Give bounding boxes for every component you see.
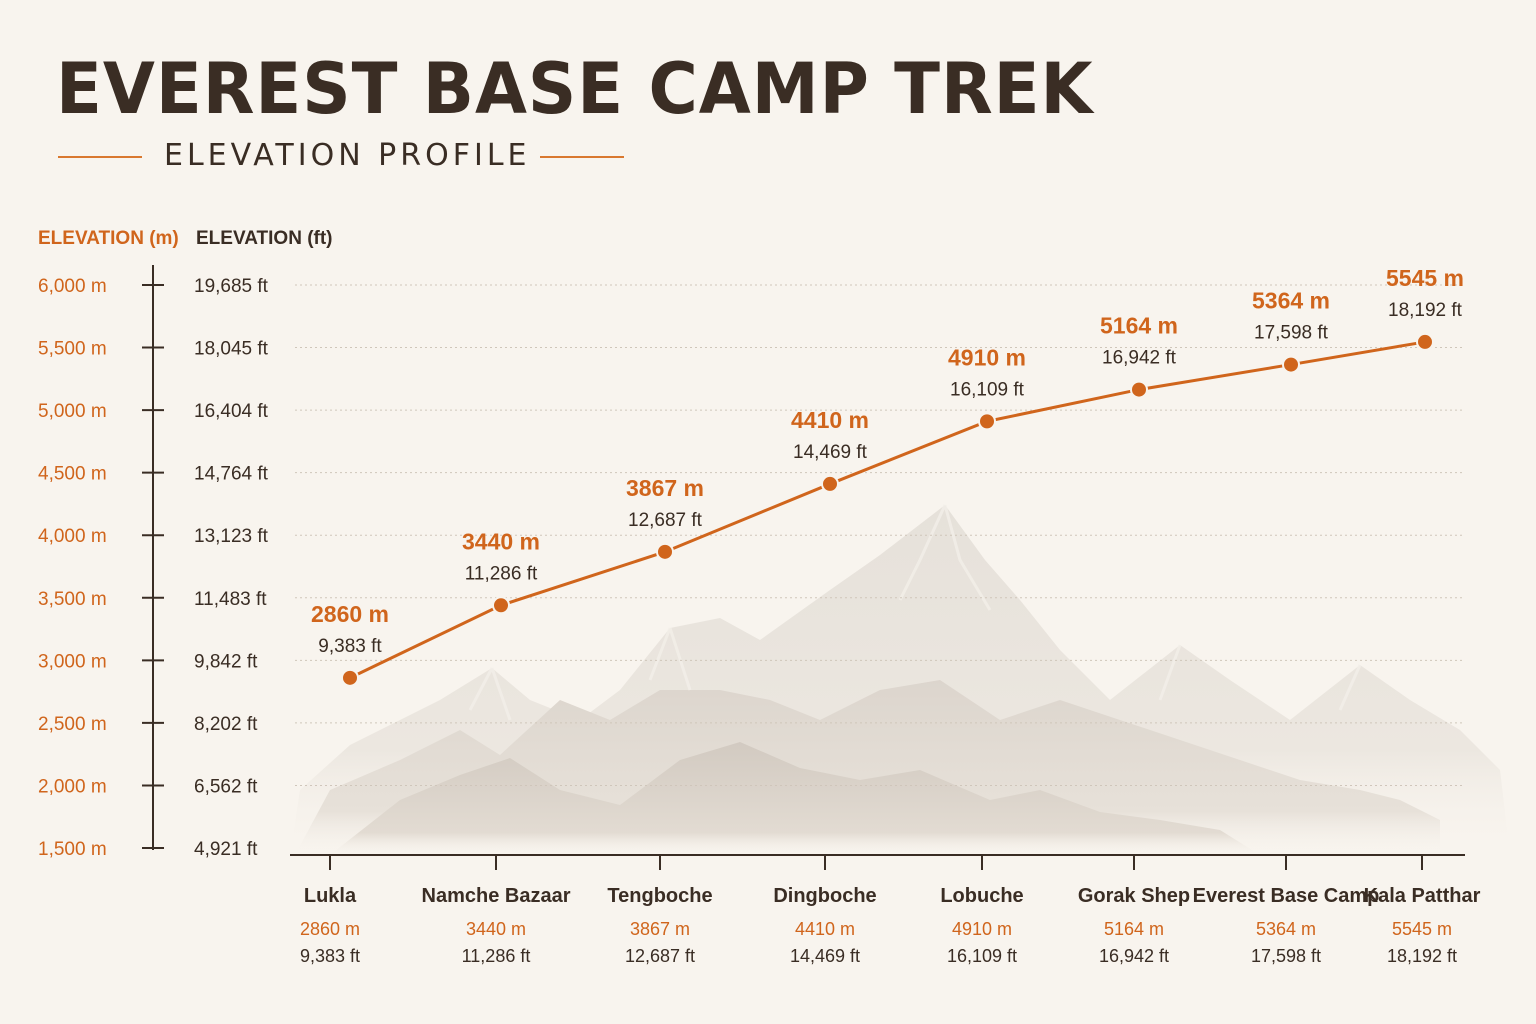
chart-title: EVEREST BASE CAMP TREK <box>56 48 1094 130</box>
category-elev-m: 5545 m <box>1392 919 1452 939</box>
y-axis-ticks <box>142 284 164 849</box>
point-label-m: 4410 m <box>791 407 869 433</box>
elevation-line <box>349 340 1426 680</box>
category-elev-m: 5364 m <box>1256 919 1316 939</box>
point-label-m: 5364 m <box>1252 288 1330 314</box>
category-elev-ft: 12,687 ft <box>625 946 695 966</box>
y-axis-title-m: ELEVATION (m) <box>38 228 179 249</box>
y-tick-label-ft: 8,202 ft <box>194 714 258 735</box>
subtitle-rule-left <box>58 156 142 158</box>
x-axis-ticks <box>329 855 1423 870</box>
y-tick-label-m: 6,000 m <box>38 276 107 297</box>
category-elev-m: 2860 m <box>300 919 360 939</box>
category-elev-ft: 11,286 ft <box>462 946 531 966</box>
point-label-ft: 18,192 ft <box>1388 300 1463 321</box>
category-label: Dingboche <box>773 885 876 907</box>
category-label: Gorak Shep <box>1078 885 1190 907</box>
point-label-ft: 9,383 ft <box>318 636 382 657</box>
y-tick-label-m: 3,000 m <box>38 651 107 672</box>
category-label: Lobuche <box>940 885 1023 907</box>
point-label-ft: 12,687 ft <box>628 510 703 531</box>
data-point <box>1282 355 1300 374</box>
y-tick-label-m: 2,500 m <box>38 714 107 735</box>
category-elev-ft: 14,469 ft <box>790 946 860 966</box>
data-points <box>341 332 1434 687</box>
y-tick-label-m: 1,500 m <box>38 839 107 860</box>
mountain-snow-ridges <box>468 504 1362 721</box>
category-elev-ft: 17,598 ft <box>1251 946 1321 966</box>
y-tick-label-m: 3,500 m <box>38 589 107 610</box>
point-label-m: 5164 m <box>1100 313 1178 339</box>
category-elev-ft: 16,942 ft <box>1099 946 1169 966</box>
category-elev-m: 3867 m <box>630 919 690 939</box>
y-tick-label-m: 4,500 m <box>38 464 107 485</box>
data-point <box>492 596 510 615</box>
category-label: Namche Bazaar <box>422 885 571 907</box>
y-tick-label-ft: 14,764 ft <box>194 464 269 485</box>
data-point <box>656 542 674 561</box>
chart-subtitle: ELEVATION PROFILE <box>164 138 531 173</box>
y-tick-label-m: 5,500 m <box>38 339 107 360</box>
category-elev-ft: 9,383 ft <box>300 946 360 966</box>
mountain-layer-near <box>330 742 1260 855</box>
point-label-ft: 16,942 ft <box>1102 348 1177 369</box>
mountain-illustration <box>290 504 1510 855</box>
category-elev-m: 5164 m <box>1104 919 1164 939</box>
y-tick-label-ft: 11,483 ft <box>194 589 267 610</box>
category-elev-ft: 16,109 ft <box>947 946 1017 966</box>
subtitle-rule-right <box>540 156 624 158</box>
point-label-m: 2860 m <box>311 601 389 627</box>
point-label-m: 4910 m <box>948 344 1026 370</box>
category-elev-m: 4410 m <box>795 919 855 939</box>
category-elev-m: 4910 m <box>952 919 1012 939</box>
data-point <box>1130 380 1148 399</box>
point-label-m: 3440 m <box>462 528 540 554</box>
category-label: Tengboche <box>607 885 712 907</box>
point-label-m: 3867 m <box>626 475 704 501</box>
y-tick-label-ft: 6,562 ft <box>194 776 258 797</box>
point-label-ft: 11,286 ft <box>465 563 538 584</box>
data-point <box>341 668 359 687</box>
y-tick-label-ft: 9,842 ft <box>194 651 258 672</box>
y-tick-label-ft: 19,685 ft <box>194 276 269 297</box>
point-label-ft: 16,109 ft <box>950 379 1025 400</box>
data-point <box>978 412 996 431</box>
point-label-m: 5545 m <box>1386 265 1464 291</box>
y-tick-label-m: 5,000 m <box>38 401 107 422</box>
y-tick-label-m: 4,000 m <box>38 526 107 547</box>
gridlines <box>295 284 1465 786</box>
y-tick-label-ft: 13,123 ft <box>194 526 269 547</box>
data-point <box>1416 332 1434 351</box>
category-label: Lukla <box>304 885 357 907</box>
y-tick-label-m: 2,000 m <box>38 776 107 797</box>
category-label: Everest Base Camp <box>1193 885 1380 907</box>
y-tick-label-ft: 18,045 ft <box>194 339 269 360</box>
y-tick-label-ft: 4,921 ft <box>194 839 258 860</box>
y-axis-title-ft: ELEVATION (ft) <box>196 228 333 249</box>
y-tick-label-ft: 16,404 ft <box>194 401 269 422</box>
category-elev-m: 3440 m <box>466 919 526 939</box>
category-elev-ft: 18,192 ft <box>1387 946 1457 966</box>
point-label-ft: 14,469 ft <box>793 442 868 463</box>
data-point <box>821 474 839 493</box>
point-label-ft: 17,598 ft <box>1254 323 1329 344</box>
category-label: Kala Patthar <box>1364 885 1481 907</box>
